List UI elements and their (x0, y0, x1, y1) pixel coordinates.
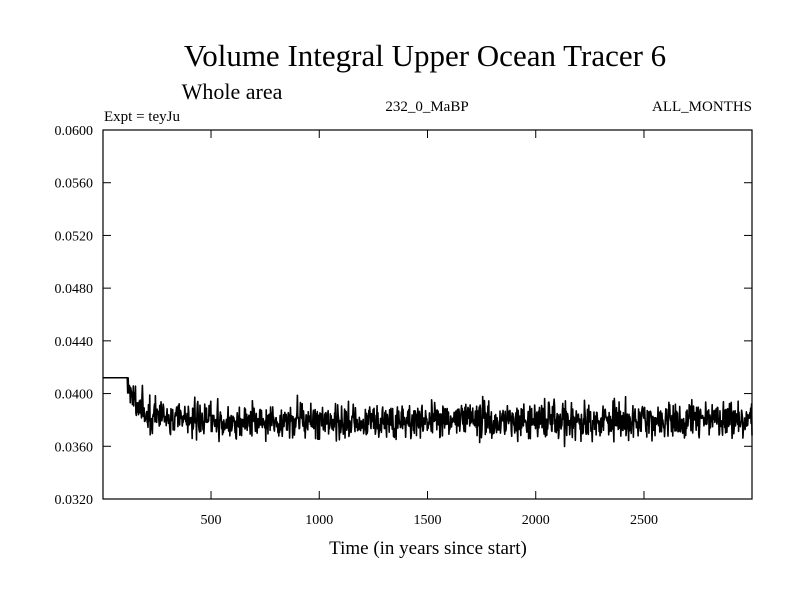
plot-frame (102, 129, 753, 500)
x-tick-label: 2500 (630, 513, 658, 528)
header-center: 232_0_MaBP (385, 99, 468, 115)
data-series-line (102, 376, 753, 448)
y-tick-label: 0.0480 (55, 282, 94, 297)
chart-title: Volume Integral Upper Ocean Tracer 6 (184, 38, 666, 73)
header-right: ALL_MONTHS (652, 99, 752, 115)
chart-subtitle: Whole area (182, 79, 283, 104)
y-tick-label: 0.0360 (55, 440, 94, 455)
y-tick-label: 0.0600 (55, 124, 94, 139)
x-axis-ticks: 500 1000 1500 2000 2500 (201, 130, 658, 528)
y-tick-label: 0.0400 (55, 388, 94, 403)
y-tick-label: 0.0320 (55, 493, 94, 508)
x-tick-label: 2000 (522, 513, 550, 528)
x-tick-label: 1000 (305, 513, 333, 528)
x-axis-label: Time (in years since start) (329, 538, 527, 559)
x-tick-label: 1500 (414, 513, 442, 528)
y-tick-label: 0.0440 (55, 335, 94, 350)
x-tick-label: 500 (201, 513, 222, 528)
header-left: Expt = teyJu (104, 109, 180, 125)
y-tick-label: 0.0520 (55, 229, 94, 244)
y-tick-label: 0.0560 (55, 177, 94, 192)
y-axis-ticks: 0.0320 0.0360 0.0400 0.0440 0.0480 0.0520 0.05… (55, 124, 752, 508)
